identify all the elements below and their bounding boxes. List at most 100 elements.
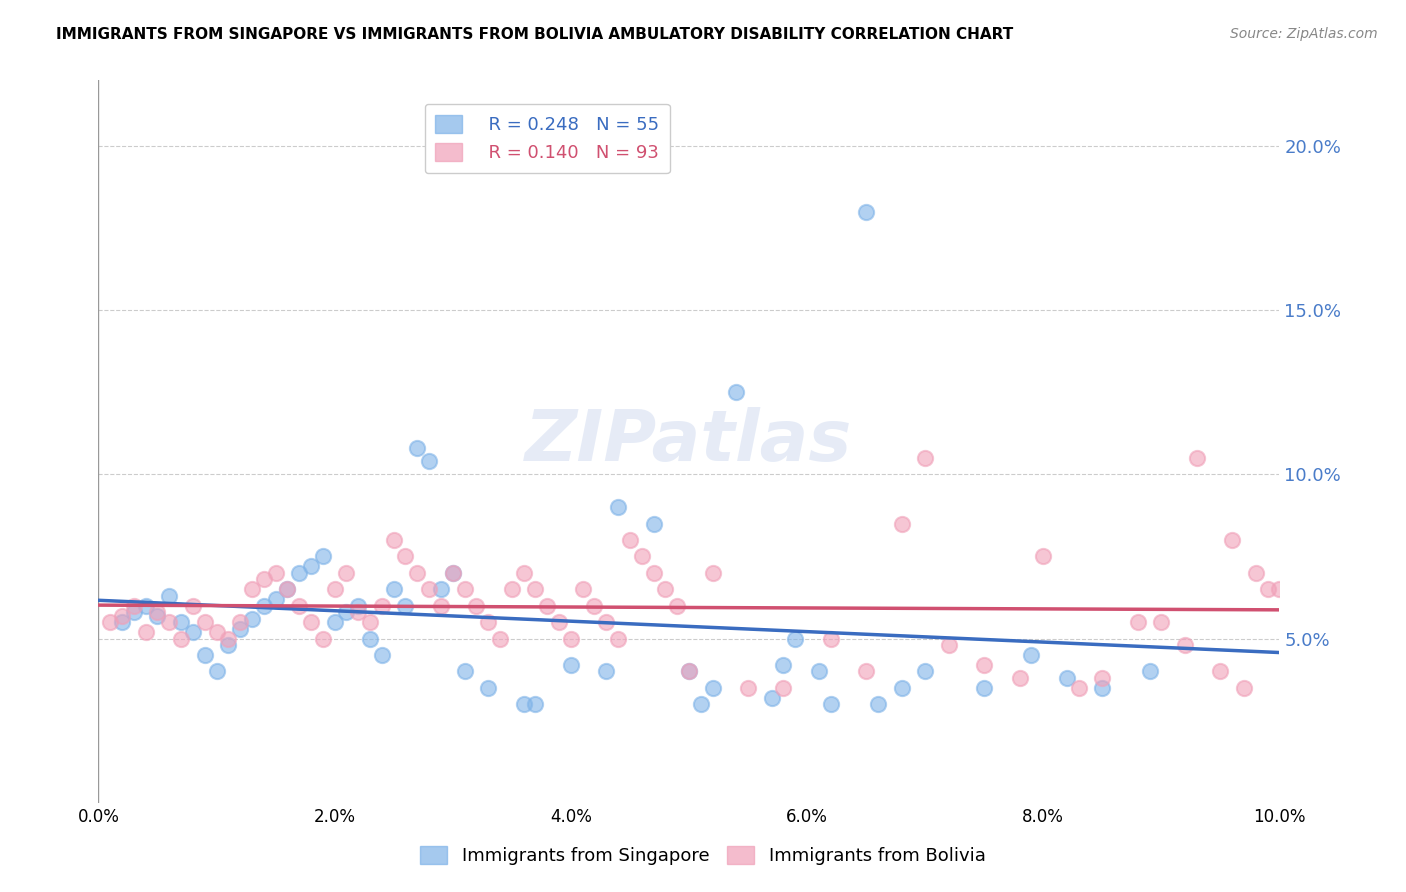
Point (1244, 566, 1267, 580)
Point (264, 566, 287, 580)
Text: Source: ZipAtlas.com: Source: ZipAtlas.com (1230, 27, 1378, 41)
Point (170, 632, 193, 646)
Point (229, 622, 252, 636)
Point (194, 648, 217, 662)
Point (157, 589, 180, 603)
Point (382, 582, 405, 597)
Point (229, 615, 252, 630)
Point (111, 608, 134, 623)
Point (666, 599, 689, 613)
Point (619, 533, 641, 547)
Point (489, 632, 512, 646)
Point (394, 549, 416, 564)
Point (312, 632, 335, 646)
Point (1268, 582, 1291, 597)
Point (583, 599, 606, 613)
Point (240, 582, 263, 597)
Point (335, 566, 357, 580)
Point (1008, 671, 1031, 685)
Point (1021, 648, 1043, 662)
Point (299, 559, 322, 574)
Point (253, 599, 276, 613)
Point (1220, 533, 1243, 547)
Point (181, 599, 204, 613)
Point (973, 657, 995, 672)
Point (607, 632, 630, 646)
Point (1174, 638, 1197, 652)
Point (135, 599, 157, 613)
Point (347, 599, 370, 613)
Point (1032, 549, 1054, 564)
Text: ZIPatlas: ZIPatlas (526, 407, 852, 476)
Point (276, 582, 298, 597)
Point (855, 665, 877, 679)
Point (595, 665, 617, 679)
Point (1209, 665, 1232, 679)
Point (914, 450, 936, 465)
Point (607, 500, 630, 515)
Point (181, 625, 204, 640)
Point (418, 582, 440, 597)
Point (938, 638, 960, 652)
Point (122, 605, 145, 619)
Point (678, 665, 700, 679)
Point (560, 657, 582, 672)
Point (689, 698, 711, 712)
Point (441, 566, 464, 580)
Point (820, 698, 842, 712)
Point (643, 566, 665, 580)
Point (1150, 615, 1173, 630)
Point (866, 698, 889, 712)
Point (785, 632, 807, 646)
Point (1056, 671, 1078, 685)
Point (205, 625, 228, 640)
Point (737, 681, 759, 695)
Point (1067, 681, 1090, 695)
Point (1233, 681, 1256, 695)
Point (512, 566, 534, 580)
Point (807, 665, 830, 679)
Point (725, 385, 748, 400)
Point (477, 681, 499, 695)
Point (359, 632, 381, 646)
Point (194, 615, 217, 630)
Point (122, 599, 145, 613)
Point (276, 582, 298, 597)
Point (702, 566, 724, 580)
Point (394, 599, 416, 613)
Point (465, 599, 488, 613)
Point (820, 632, 842, 646)
Point (855, 204, 877, 219)
Point (772, 681, 794, 695)
Point (702, 681, 724, 695)
Point (157, 615, 180, 630)
Point (630, 549, 652, 564)
Point (477, 615, 499, 630)
Point (571, 582, 593, 597)
Point (453, 665, 475, 679)
Point (359, 615, 381, 630)
Point (253, 573, 276, 587)
Point (347, 605, 370, 619)
Point (1139, 665, 1161, 679)
Point (288, 599, 311, 613)
Point (512, 698, 534, 712)
Point (217, 638, 239, 652)
Point (312, 549, 335, 564)
Point (595, 615, 617, 630)
Point (418, 454, 440, 468)
Point (1257, 582, 1279, 597)
Point (264, 592, 287, 607)
Point (560, 632, 582, 646)
Point (146, 605, 169, 619)
Point (111, 615, 134, 630)
Point (371, 599, 394, 613)
Point (772, 657, 794, 672)
Point (323, 615, 346, 630)
Point (1091, 671, 1114, 685)
Point (146, 608, 169, 623)
Point (890, 681, 912, 695)
Legend: Immigrants from Singapore, Immigrants from Bolivia: Immigrants from Singapore, Immigrants fr… (411, 837, 995, 874)
Point (441, 566, 464, 580)
Point (288, 566, 311, 580)
